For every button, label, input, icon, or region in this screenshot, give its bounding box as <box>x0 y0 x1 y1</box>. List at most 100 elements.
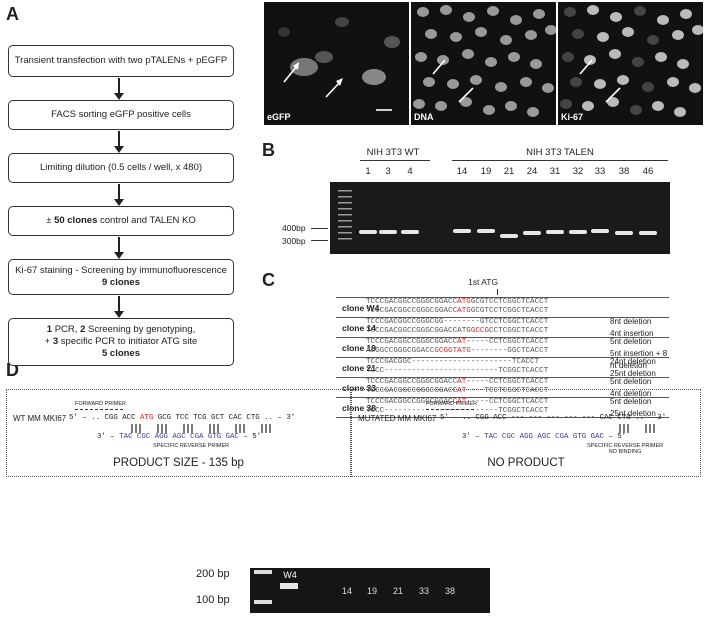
ladder-band <box>338 214 352 216</box>
sequence-line: TCCCGACGGCCGGGCGGACCAT-----CCTCGGCTCACCT <box>366 338 549 346</box>
nucleus <box>495 82 507 92</box>
lane-label: 21 <box>503 166 515 177</box>
ladder-band <box>254 600 272 604</box>
nucleus <box>435 101 447 111</box>
clone-row: clone 19 TCCCGACGGCCGGGCGGACCAT-----CCTCG… <box>336 337 669 370</box>
nucleus <box>460 97 472 107</box>
sequence-line: ACGGCCGGGCGGACCGCGGTATG--------GGCTCACCT <box>366 347 549 355</box>
atg-pointer <box>497 289 498 295</box>
ladder-band <box>338 208 352 210</box>
gel-image-d <box>250 568 490 613</box>
lane-label: 38 <box>618 166 630 177</box>
nucleus <box>647 35 659 45</box>
nucleus <box>677 59 689 69</box>
nucleus <box>597 32 609 42</box>
nucleus <box>634 6 646 16</box>
result-no-product: NO PRODUCT <box>487 457 565 469</box>
nucleus <box>667 77 679 87</box>
nucleus <box>570 77 582 87</box>
mutation-description: 5nt deletion 4nt deletion <box>610 377 652 398</box>
gel-band <box>500 234 518 238</box>
gel-image-b <box>330 182 670 254</box>
nucleus <box>610 12 622 22</box>
clone-row: clone 14 TCCCGACGGCCGGGCGG--------GTCCTCG… <box>336 317 669 338</box>
sequence-line: TCCCGACGGCCGGGCGGACCATGGCCGCCTCGGCTCACCT <box>366 327 549 335</box>
nucleus <box>413 99 425 109</box>
lane-label: 1 <box>365 166 371 177</box>
nucleus <box>527 107 539 117</box>
nucleus <box>545 25 556 35</box>
flow-step-staining: Ki-67 staining - Screening by immunofluo… <box>8 259 234 295</box>
marker-tick <box>311 228 328 229</box>
nucleus <box>440 5 452 15</box>
micrograph-ki67: Ki-67 <box>558 2 703 125</box>
sequence-line: TCCC-------------------------TCGGCTCACCT <box>366 407 549 415</box>
reverse-primer-label: SPECIFIC REVERSE PRIMER <box>153 443 230 449</box>
ladder-band <box>338 190 352 192</box>
nucleus <box>622 27 634 37</box>
arrow-marker <box>579 59 593 75</box>
flow-arrow <box>114 184 124 206</box>
nucleus <box>417 7 429 17</box>
nucleus <box>450 32 462 42</box>
gel-band <box>591 229 609 233</box>
pcr-scheme-mutated: FORWARD PRIMER MUTATED MM MKI67 5′ – .. … <box>351 389 701 477</box>
nucleus <box>437 55 449 65</box>
nucleus <box>510 15 522 25</box>
marker-tick <box>311 240 328 241</box>
marker-300bp: 300bp <box>282 236 306 246</box>
nucleus <box>485 57 497 67</box>
lane-label: 33 <box>594 166 606 177</box>
nucleus <box>672 30 684 40</box>
panel-label-b: B <box>262 140 275 160</box>
ladder-band <box>338 202 352 204</box>
gel-band <box>569 230 587 234</box>
nucleus <box>530 59 542 69</box>
flow-step-clones: ± 50 clones control and TALEN KO <box>8 206 234 236</box>
gel-band <box>359 230 377 234</box>
nucleus <box>423 77 435 87</box>
lane-label: 19 <box>480 166 492 177</box>
sequence-line: TCCCGACGGCCGGGCGGACCATGGCGTCCTCGGCTCACCT <box>366 307 549 315</box>
clone-name: clone 38 <box>342 403 377 413</box>
wt-label: WT MM MKI67 <box>13 414 67 423</box>
flow-step-facs: FACS sorting eGFP positive cells <box>8 100 234 130</box>
nucleus <box>533 9 545 19</box>
gel-band <box>546 230 564 234</box>
nucleus <box>425 29 437 39</box>
lane-label: 38 <box>444 586 455 596</box>
nucleus <box>607 97 619 107</box>
gel-band <box>280 583 298 589</box>
nucleus <box>470 75 482 85</box>
ladder-band <box>338 238 352 240</box>
first-atg-label: 1st ATG <box>468 277 499 287</box>
nucleus <box>560 99 572 109</box>
ladder-band <box>338 220 352 222</box>
nucleus <box>689 83 701 93</box>
gel-band <box>523 231 541 235</box>
nucleus <box>483 105 495 115</box>
alignment-panel: 1st ATG clone W4 TCCCGACGGCCGGGCGGACCATGG… <box>336 277 669 418</box>
nucleus <box>692 25 703 35</box>
nucleus <box>587 5 599 15</box>
nucleus <box>542 83 554 93</box>
mutation-description: 5nt deletion 25nt deletion <box>610 397 656 418</box>
lane-label: W4 <box>283 570 297 580</box>
gel-band <box>639 231 657 235</box>
clone-row: clone 38 TCCCGACGGCCGGGCGGACCAT-----CCTCG… <box>336 397 669 418</box>
nucleus <box>487 6 499 16</box>
nucleus <box>520 77 532 87</box>
nucleus <box>505 101 517 111</box>
nucleus <box>594 79 606 89</box>
clone-name: clone W4 <box>342 303 380 313</box>
nucleus <box>475 27 487 37</box>
lane-label: 19 <box>366 586 377 596</box>
gel-band <box>477 229 495 233</box>
gel-band <box>401 230 419 234</box>
micrograph-label: DNA <box>414 112 434 122</box>
marker-400bp: 400bp <box>282 223 306 233</box>
clone-row: clone W4 TCCCGACGGCCGGGCGGACCATGGCGTCCTCG… <box>336 297 669 317</box>
flow-step-genotyping: 1 PCR, 2 Screening by genotyping, + 3 sp… <box>8 318 234 366</box>
sequence-line: TCCCGACGGCCGGGCGGACCAT-----CCTCGGCTCACCT <box>366 378 549 386</box>
lane-label: 3 <box>385 166 391 177</box>
